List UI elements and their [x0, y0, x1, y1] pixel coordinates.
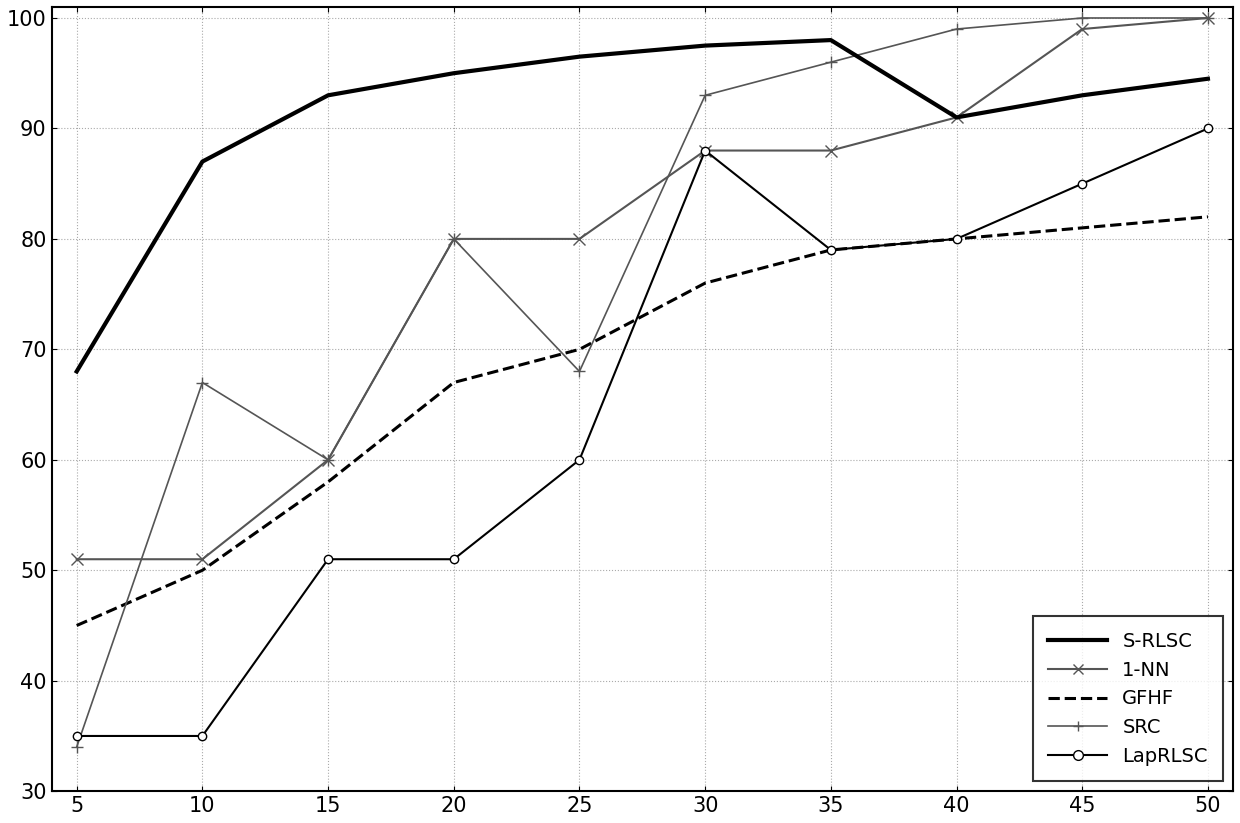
GFHF — [69, 621, 84, 630]
GFHF — [823, 245, 838, 255]
SRC — [949, 24, 963, 34]
S-RLSC — [823, 35, 838, 45]
SRC — [446, 234, 461, 244]
SRC — [823, 58, 838, 67]
GFHF — [698, 278, 713, 288]
Line: GFHF: GFHF — [77, 216, 1208, 625]
LapRLSC — [446, 555, 461, 565]
1-NN — [1200, 13, 1215, 23]
GFHF — [195, 565, 210, 575]
GFHF — [1200, 212, 1215, 221]
LapRLSC — [823, 245, 838, 255]
Line: S-RLSC: S-RLSC — [77, 40, 1208, 371]
SRC — [195, 378, 210, 388]
1-NN — [949, 113, 963, 123]
1-NN — [572, 234, 587, 244]
LapRLSC — [698, 146, 713, 156]
1-NN — [823, 146, 838, 156]
SRC — [321, 455, 336, 465]
SRC — [69, 742, 84, 752]
1-NN — [1075, 24, 1090, 34]
1-NN — [321, 455, 336, 465]
S-RLSC — [321, 91, 336, 100]
GFHF — [1075, 223, 1090, 233]
LapRLSC — [949, 234, 963, 244]
SRC — [1200, 13, 1215, 23]
S-RLSC — [949, 113, 963, 123]
LapRLSC — [1200, 123, 1215, 133]
S-RLSC — [698, 40, 713, 50]
GFHF — [321, 477, 336, 487]
S-RLSC — [1075, 91, 1090, 100]
S-RLSC — [69, 366, 84, 376]
GFHF — [949, 234, 963, 244]
LapRLSC — [321, 555, 336, 565]
1-NN — [195, 555, 210, 565]
SRC — [698, 91, 713, 100]
S-RLSC — [446, 68, 461, 78]
S-RLSC — [572, 52, 587, 62]
1-NN — [698, 146, 713, 156]
LapRLSC — [195, 731, 210, 741]
Line: SRC: SRC — [71, 12, 1214, 752]
Line: 1-NN: 1-NN — [71, 12, 1214, 565]
1-NN — [446, 234, 461, 244]
Line: LapRLSC: LapRLSC — [72, 124, 1211, 740]
LapRLSC — [572, 455, 587, 465]
LapRLSC — [69, 731, 84, 741]
SRC — [572, 366, 587, 376]
SRC — [1075, 13, 1090, 23]
S-RLSC — [1200, 74, 1215, 84]
S-RLSC — [195, 156, 210, 166]
GFHF — [572, 344, 587, 354]
1-NN — [69, 555, 84, 565]
LapRLSC — [1075, 179, 1090, 188]
Legend: S-RLSC, 1-NN, GFHF, SRC, LapRLSC: S-RLSC, 1-NN, GFHF, SRC, LapRLSC — [1033, 616, 1224, 782]
GFHF — [446, 378, 461, 388]
